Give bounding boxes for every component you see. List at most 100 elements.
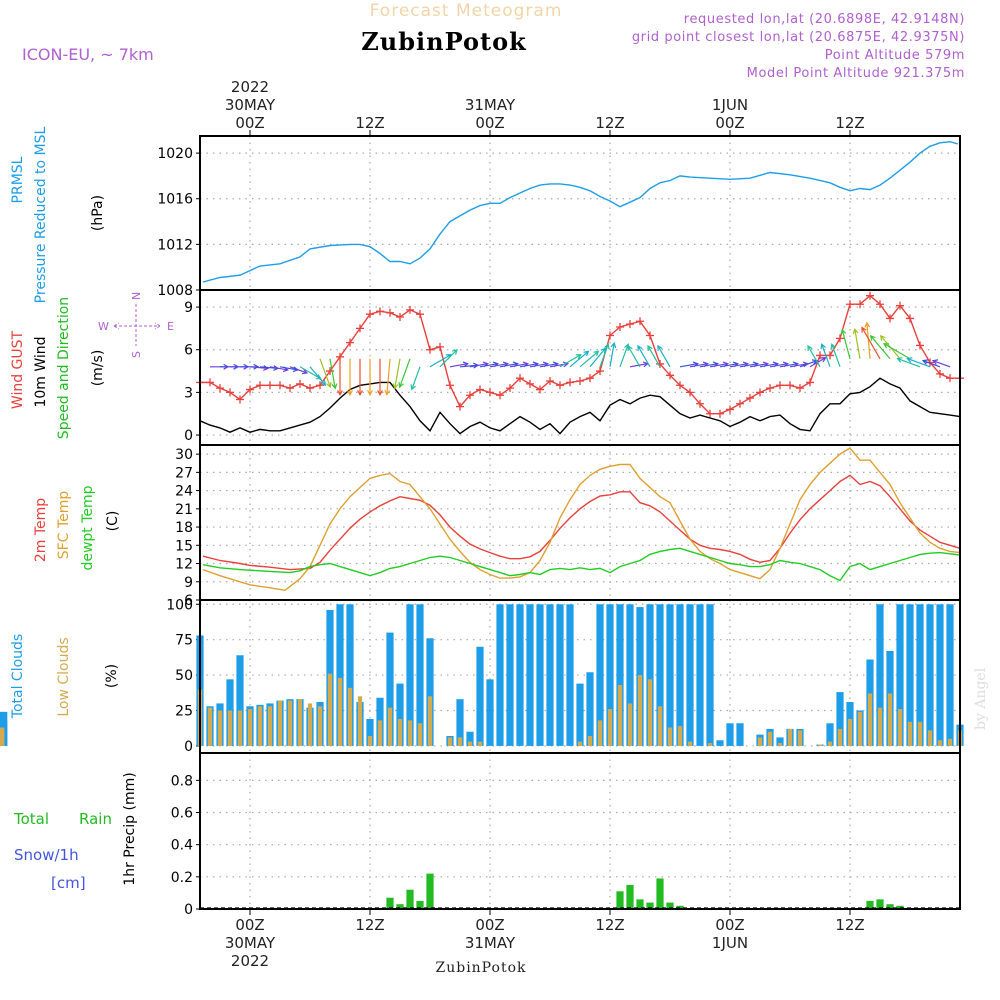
low-cloud-bar [267, 706, 273, 746]
total-cloud-bar [686, 604, 694, 746]
wind-direction-arrow [619, 344, 629, 367]
wind-arrow-head [807, 344, 813, 352]
panel-1: 1008 1012 1016 1020 [157, 135, 961, 299]
wind-direction-arrow [769, 363, 788, 368]
wind-arrow-head [367, 390, 373, 397]
low-cloud-bar [207, 707, 213, 746]
low-cloud-bar [217, 710, 223, 746]
low-cloud-bar [867, 693, 873, 746]
total-cloud-bar [696, 604, 704, 746]
low-cloud-bar [247, 709, 253, 746]
wind-direction-arrow [647, 345, 661, 368]
total-cloud-bar [386, 632, 394, 746]
total-cloud-bar [936, 604, 944, 746]
wind-direction-arrow [699, 363, 718, 368]
y-tick-label: 9 [184, 575, 193, 591]
label-prmsl: PRMSL [10, 156, 26, 203]
low-cloud-bar [847, 719, 853, 746]
wind-arrow-head [896, 357, 903, 363]
top-time-label: 00Z [715, 114, 744, 132]
total-cloud-bar [456, 699, 464, 746]
rain-bar [616, 891, 624, 909]
total-cloud-bar [476, 646, 484, 746]
wind-direction-arrow [779, 363, 798, 368]
wind-direction-arrow [394, 358, 401, 389]
sfc-line [202, 447, 961, 592]
y-tick-label: 0 [184, 428, 193, 444]
label-wind-gust: Wind GUST [10, 330, 26, 409]
top-time-label: 12Z [835, 114, 864, 132]
compass-n: N [130, 292, 143, 300]
rain-bar [866, 900, 874, 909]
wind-direction-arrow [719, 363, 738, 368]
wind-direction-arrow [657, 345, 671, 368]
panel-4: 0 25 50 75 100 [0, 597, 964, 755]
gust-marker [756, 388, 764, 397]
wind-direction-arrow [709, 363, 728, 368]
low-cloud-bar [457, 737, 463, 746]
low-cloud-bar [237, 710, 243, 746]
gust-marker [526, 379, 534, 388]
panel-3: 6 9 12 15 18 21 24 27 30 [175, 444, 961, 609]
wind-direction-arrow [739, 363, 758, 368]
gust-marker [486, 388, 494, 397]
gust-marker [586, 374, 594, 383]
low-cloud-bar [777, 743, 783, 746]
low-cloud-bar [367, 736, 373, 746]
bottom-time-label: 00Z [235, 916, 264, 934]
compass-s: S [130, 351, 143, 358]
gust-marker [816, 351, 824, 360]
wind-direction-arrow [386, 358, 391, 395]
label-sfc-temp: SFC Temp [56, 491, 72, 560]
wind-direction-arrow [599, 344, 609, 367]
plot-area: 1008 1012 1016 1020 0 3 6 9 6 9 12 15 18 21 24 27 30 0 25 5… [0, 78, 964, 970]
gust-marker [426, 345, 434, 354]
total-cloud-bar [496, 604, 504, 746]
total-cloud-bar [926, 604, 934, 746]
total-cloud-bar [426, 638, 434, 746]
low-cloud-bar [677, 726, 683, 746]
total-cloud-bar [646, 604, 654, 746]
low-cloud-bar [427, 696, 433, 746]
low-cloud-bar [827, 741, 833, 746]
wind-direction-arrow [861, 327, 881, 360]
gust-marker [616, 322, 624, 331]
low-cloud-bar [347, 687, 353, 746]
low-cloud-bar [357, 696, 363, 746]
low-cloud-bar [377, 720, 383, 746]
total-cloud-bar [516, 604, 524, 746]
total-cloud-bar [506, 604, 514, 746]
label-cm: [cm] [51, 874, 86, 892]
top-time-label: 31MAY [465, 96, 516, 114]
low-cloud-bar [587, 736, 593, 746]
wind-direction-arrow [439, 349, 458, 368]
wind-arrow-head [410, 384, 416, 391]
gust-marker [456, 402, 464, 411]
rain-bar [636, 899, 644, 909]
total-cloud-bar [836, 692, 844, 746]
wind-direction-arrow [289, 366, 308, 374]
gust-marker [786, 381, 794, 390]
total-cloud-bar [466, 731, 474, 746]
y-tick-label: 100 [166, 597, 193, 613]
wind-arrow-head [864, 321, 871, 328]
wind-arrow-head [610, 341, 617, 349]
total-cloud-bar [626, 604, 634, 746]
gust-marker [626, 320, 634, 329]
wind-direction-arrow [529, 363, 548, 368]
total-cloud-bar [396, 683, 404, 746]
low-cloud-bar [607, 709, 613, 746]
wind-direction-arrow [429, 354, 452, 368]
bottom-time-label: 30MAY [225, 934, 276, 952]
wind-arrow-head [921, 359, 929, 365]
label-percent: (%) [104, 664, 120, 688]
gust-marker [906, 314, 914, 323]
wind-arrow-head [583, 350, 590, 357]
model-altitude: Model Point Altitude 921.375m [747, 66, 965, 81]
total-cloud-bar [366, 719, 374, 746]
gust-marker [776, 381, 784, 390]
closest-coords: grid point closest lon,lat (20.6875E, 42… [632, 30, 965, 45]
wind-arrow-head [320, 380, 327, 387]
total-cloud-bar [776, 737, 784, 746]
